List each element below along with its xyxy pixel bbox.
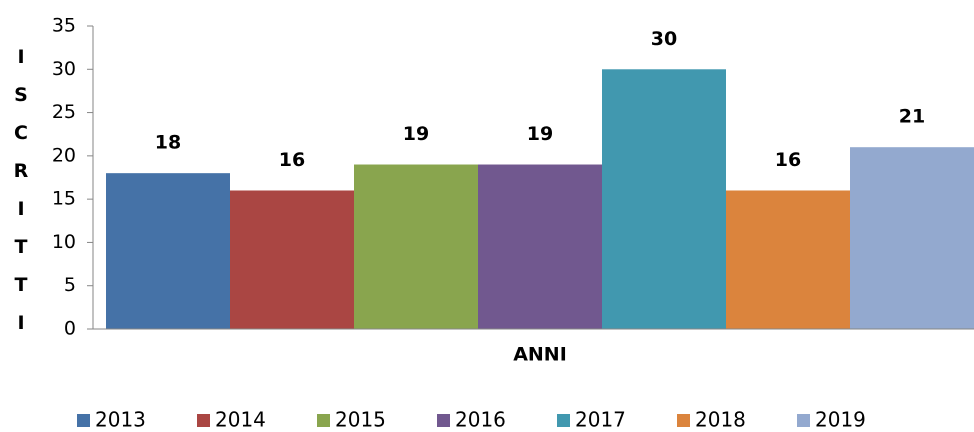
bar (850, 147, 974, 329)
data-label: 19 (527, 123, 553, 145)
data-label: 16 (279, 149, 305, 171)
y-tick-label: 35 (52, 15, 76, 37)
data-label: 16 (775, 149, 801, 171)
bar (106, 173, 230, 329)
legend-swatch (557, 414, 570, 427)
y-tick-label: 10 (52, 231, 76, 253)
data-label: 30 (651, 28, 677, 50)
data-label: 21 (899, 106, 925, 128)
legend-swatch (677, 414, 690, 427)
legend-label: 2017 (575, 408, 626, 432)
bar (726, 190, 850, 329)
legend-label: 2019 (815, 408, 866, 432)
legend-swatch (77, 414, 90, 427)
x-axis-label: ANNI (513, 344, 567, 366)
y-tick-label: 5 (64, 274, 76, 296)
data-label: 18 (155, 132, 181, 154)
bar (354, 164, 478, 329)
legend-label: 2013 (95, 408, 146, 432)
legend-label: 2014 (215, 408, 266, 432)
data-label: 19 (403, 123, 429, 145)
y-tick-label: 15 (52, 188, 76, 210)
bar (602, 69, 726, 330)
legend-label: 2015 (335, 408, 386, 432)
bar (478, 164, 602, 329)
legend-swatch (437, 414, 450, 427)
y-tick-label: 0 (64, 318, 76, 340)
legend-swatch (797, 414, 810, 427)
y-tick-label: 30 (52, 58, 76, 80)
y-tick-label: 25 (52, 101, 76, 123)
bar (230, 190, 354, 329)
legend-label: 2018 (695, 408, 746, 432)
legend-swatch (317, 414, 330, 427)
legend-swatch (197, 414, 210, 427)
legend-label: 2016 (455, 408, 506, 432)
y-tick-label: 20 (52, 144, 76, 166)
